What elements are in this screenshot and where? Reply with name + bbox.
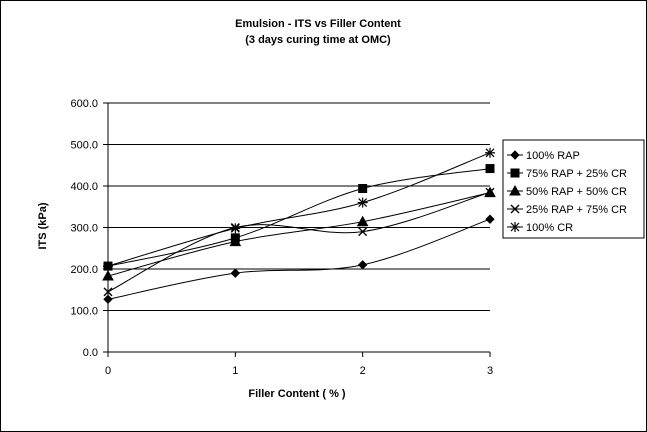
legend-item-25pct-rap-75pct-cr: 25% RAP + 75% CR bbox=[507, 204, 627, 216]
legend-box bbox=[502, 139, 645, 239]
legend-marker-75pct-rap-25pct-cr bbox=[510, 168, 520, 178]
data-point-25pct-rap-75pct-cr-0 bbox=[103, 287, 113, 297]
data-point-100pct-rap-1 bbox=[230, 268, 241, 278]
legend-item-100pct-rap: 100% RAP bbox=[507, 150, 580, 162]
x-tick-label: 2 bbox=[360, 365, 366, 377]
series-line-100pct-cr bbox=[107, 152, 491, 267]
series-line-50pct-rap-50pct-cr bbox=[107, 192, 491, 277]
data-point-50pct-rap-50pct-cr-2 bbox=[356, 215, 369, 227]
legend-marker-25pct-rap-75pct-cr bbox=[510, 204, 520, 214]
series-100pct-cr bbox=[103, 147, 495, 272]
chart-subtitle: (3 days curing time at OMC) bbox=[245, 34, 391, 46]
legend-label-75pct-rap-25pct-cr: 75% RAP + 25% CR bbox=[526, 168, 627, 180]
data-point-25pct-rap-75pct-cr-3 bbox=[485, 187, 495, 197]
legend-label-100pct-rap: 100% RAP bbox=[526, 150, 580, 162]
data-point-100pct-cr-1 bbox=[230, 223, 241, 234]
data-point-50pct-rap-50pct-cr-0 bbox=[102, 270, 114, 281]
series-100pct-rap bbox=[103, 214, 495, 305]
data-point-100pct-rap-0 bbox=[103, 294, 113, 305]
legend-item-100pct-cr: 100% CR bbox=[507, 222, 573, 234]
x-tick-label: 1 bbox=[232, 365, 238, 377]
chart-series bbox=[102, 147, 496, 305]
data-point-100pct-cr-3 bbox=[485, 147, 495, 158]
legend-label-50pct-rap-50pct-cr: 50% RAP + 50% CR bbox=[526, 186, 627, 198]
legend-item-50pct-rap-50pct-cr: 50% RAP + 50% CR bbox=[507, 184, 627, 198]
y-axis-title: ITS (kPa) bbox=[37, 202, 49, 249]
chart-axes: 0.0 100.0 200.0 300.0 400.0 500.0 600.0 0 1 2 3 bbox=[70, 98, 493, 377]
chart-title: Emulsion - ITS vs Filler Content bbox=[235, 18, 401, 30]
data-point-100pct-rap-3 bbox=[485, 214, 495, 224]
y-tick-label: 500.0 bbox=[70, 140, 98, 152]
data-point-100pct-cr-2 bbox=[357, 197, 368, 208]
series-line-25pct-rap-75pct-cr bbox=[107, 191, 491, 293]
data-point-25pct-rap-75pct-cr-2 bbox=[358, 227, 368, 237]
legend: 100% RAP 75% RAP + 25% CR 50% RAP + 50% CR… bbox=[507, 150, 627, 234]
x-tick-label: 3 bbox=[487, 365, 493, 377]
legend-item-75pct-rap-25pct-cr: 75% RAP + 25% CR bbox=[507, 168, 627, 180]
data-point-75pct-rap-25pct-cr-2 bbox=[358, 183, 368, 193]
data-point-75pct-rap-25pct-cr-3 bbox=[485, 164, 495, 174]
y-tick-label: 200.0 bbox=[70, 264, 98, 276]
x-axis-title: Filler Content ( % ) bbox=[248, 388, 346, 400]
x-tick-label: 0 bbox=[105, 365, 111, 377]
legend-marker-100pct-cr bbox=[510, 222, 520, 232]
y-tick-label: 100.0 bbox=[70, 306, 98, 318]
y-tick-label: 400.0 bbox=[70, 181, 98, 193]
y-tick-label: 600.0 bbox=[70, 98, 98, 110]
legend-marker-50pct-rap-50pct-cr bbox=[509, 184, 521, 196]
series-line-100pct-rap bbox=[107, 218, 491, 300]
legend-label-100pct-cr: 100% CR bbox=[526, 222, 573, 234]
grid-lines bbox=[108, 102, 490, 311]
legend-label-25pct-rap-75pct-cr: 25% RAP + 75% CR bbox=[526, 204, 627, 216]
legend-marker-100pct-rap bbox=[510, 150, 520, 160]
y-tick-label: 0.0 bbox=[83, 347, 98, 359]
data-point-100pct-rap-2 bbox=[357, 260, 368, 270]
data-point-50pct-rap-50pct-cr-1 bbox=[229, 235, 242, 247]
series-line-75pct-rap-25pct-cr bbox=[107, 168, 491, 267]
data-point-100pct-cr-0 bbox=[103, 261, 113, 272]
y-tick-label: 300.0 bbox=[70, 223, 98, 235]
